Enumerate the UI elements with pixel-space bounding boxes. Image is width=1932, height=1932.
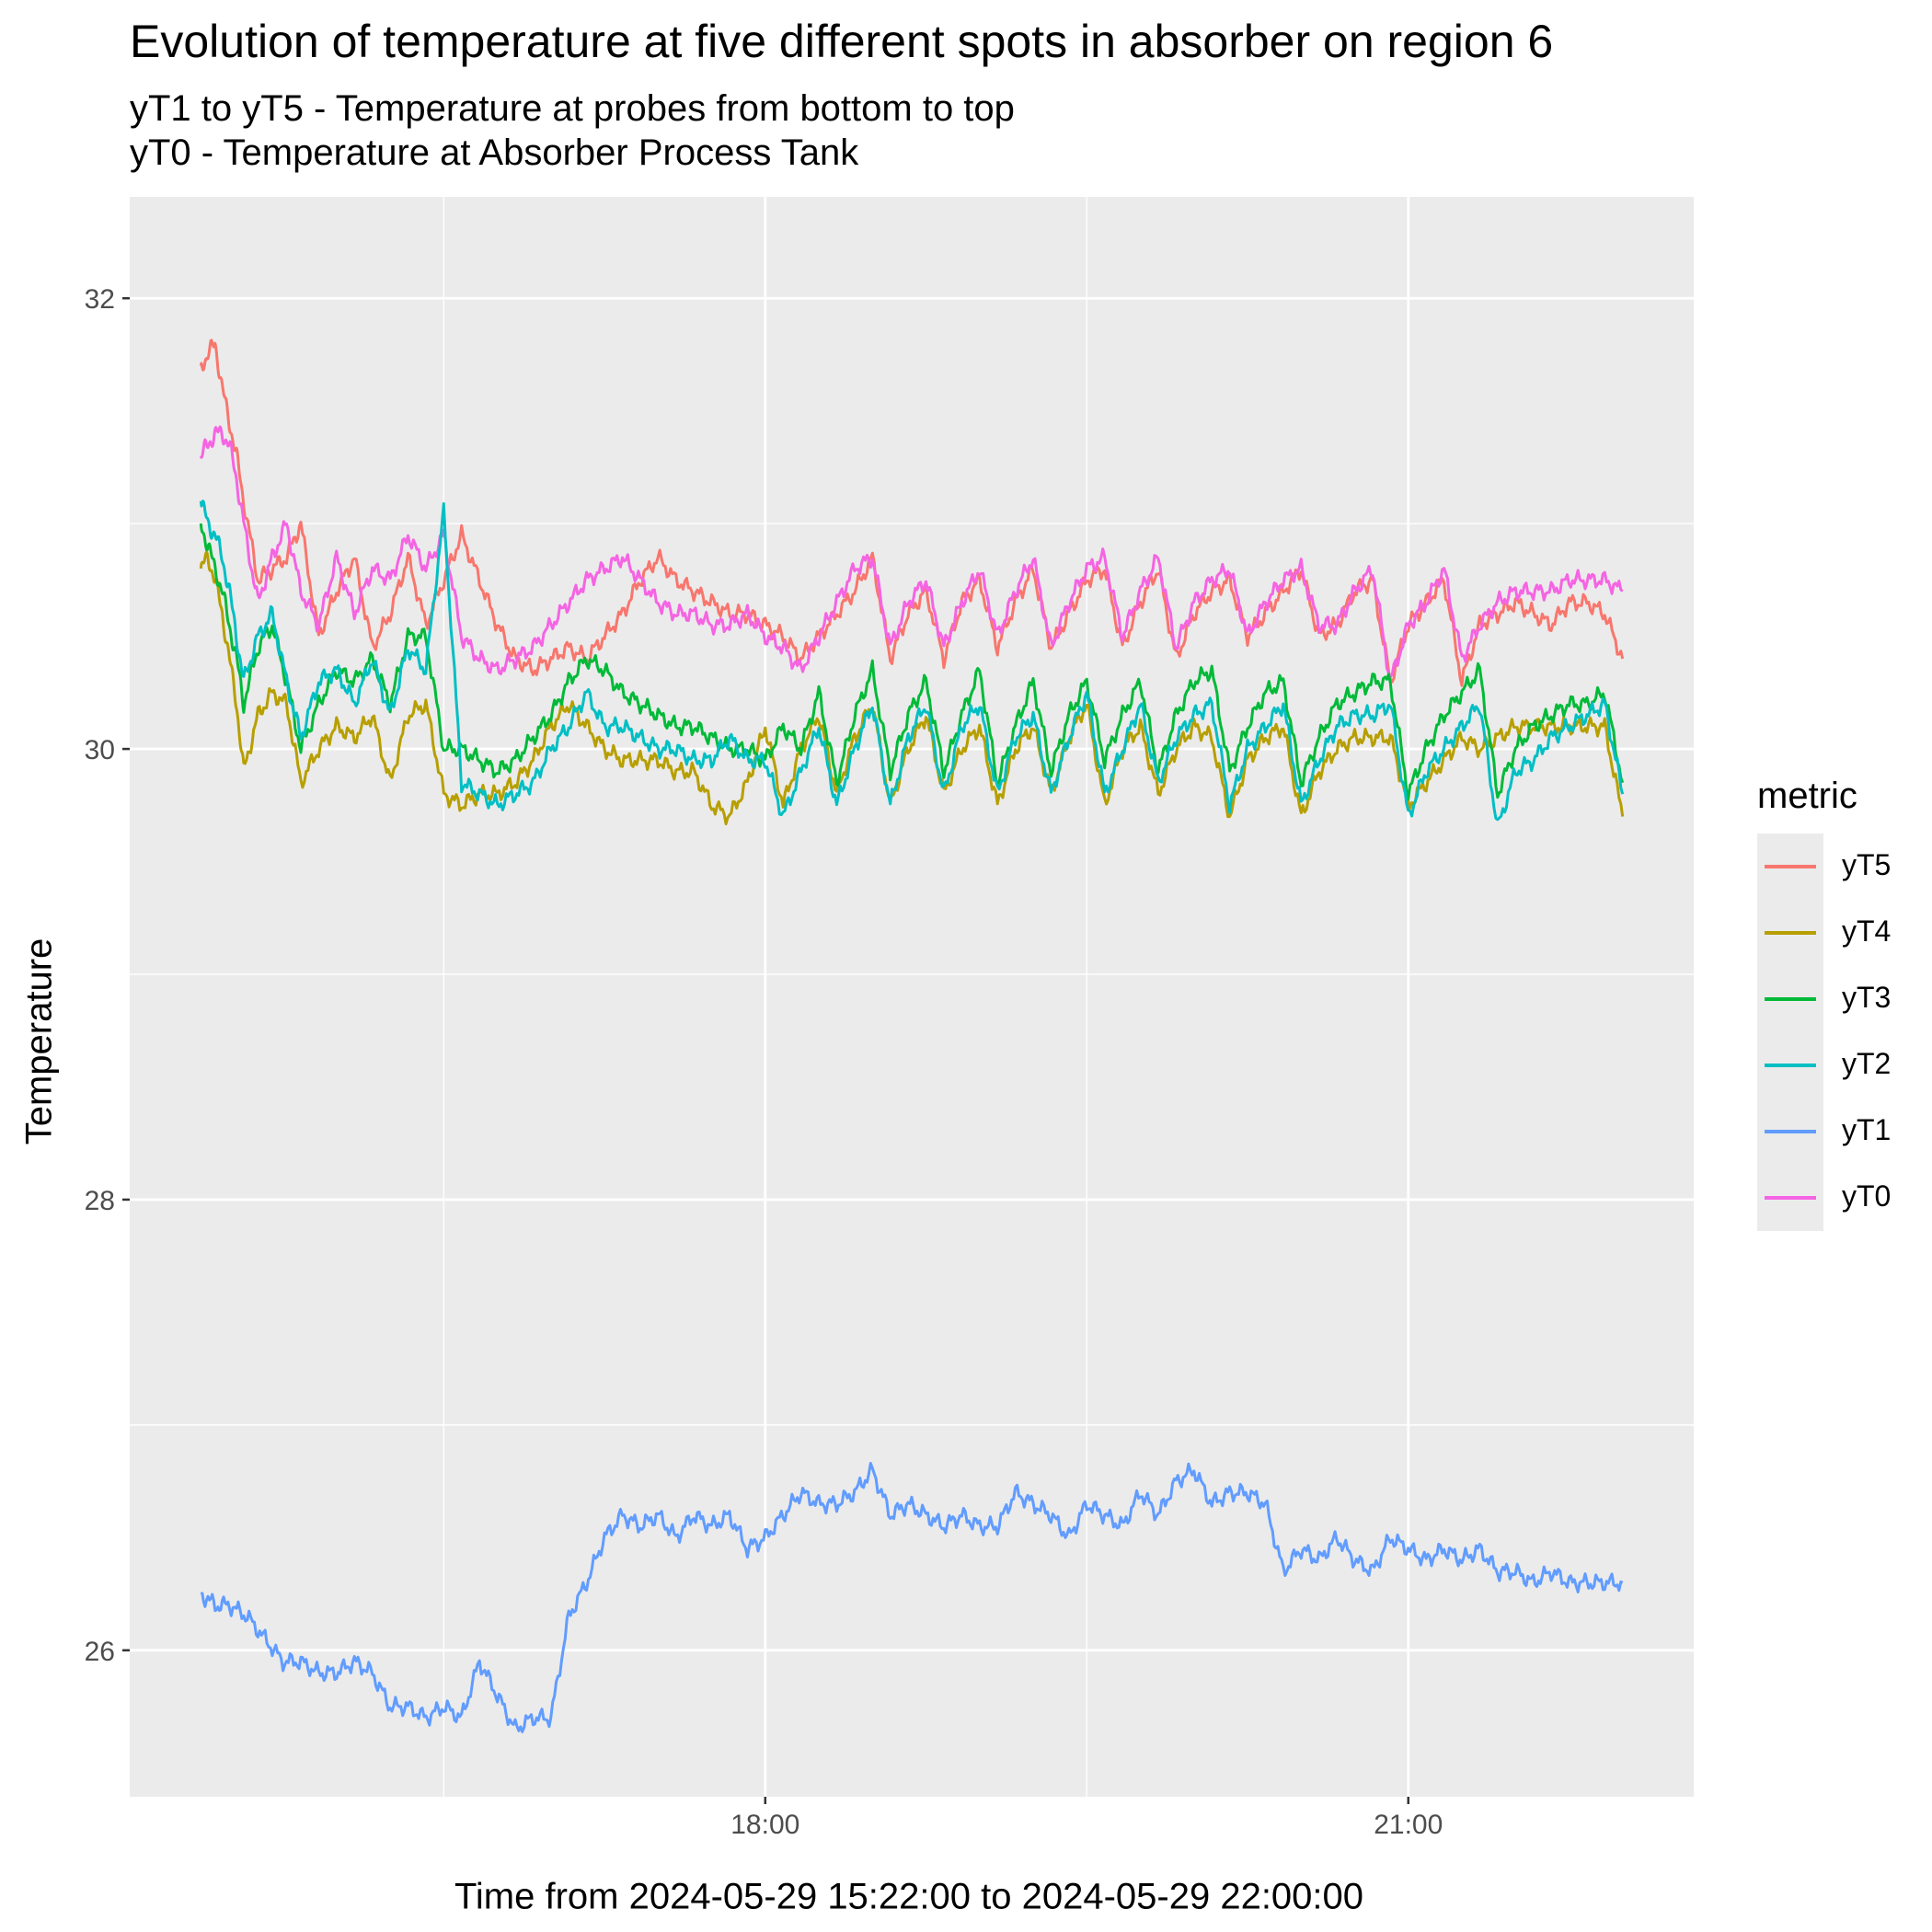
legend-key-line — [1765, 1130, 1816, 1133]
legend: metric yT5 yT4 yT3 yT2 yT1 yT0 — [1757, 776, 1891, 1231]
legend-label: yT2 — [1842, 1047, 1892, 1080]
chart-subtitle: yT1 to yT5 - Temperature at probes from … — [130, 86, 1015, 175]
legend-key-line — [1765, 865, 1816, 868]
subtitle-line-2: yT0 - Temperature at Absorber Process Ta… — [130, 132, 859, 173]
legend-item-yt2: yT2 — [1757, 1032, 1891, 1098]
series-line-yt2 — [199, 500, 1625, 822]
y-tick-label: 30 — [85, 735, 115, 765]
x-axis-label: Time from 2024-05-29 15:22:00 to 2024-05… — [454, 1876, 1364, 1917]
legend-item-yt5: yT5 — [1757, 834, 1891, 900]
series-line-yt3 — [199, 523, 1625, 801]
legend-label: yT4 — [1842, 914, 1892, 948]
legend-key-line — [1765, 1064, 1816, 1067]
legend-label: yT0 — [1842, 1179, 1892, 1213]
legend-label: yT3 — [1842, 981, 1892, 1014]
legend-keys: yT5 yT4 yT3 yT2 yT1 yT0 — [1757, 834, 1891, 1231]
x-tick-label: 21:00 — [1374, 1810, 1443, 1840]
legend-item-yt0: yT0 — [1757, 1165, 1891, 1231]
subtitle-line-1: yT1 to yT5 - Temperature at probes from … — [130, 88, 1015, 129]
legend-item-yt1: yT1 — [1757, 1098, 1891, 1165]
x-tick-label: 18:00 — [730, 1810, 799, 1840]
legend-item-yt3: yT3 — [1757, 966, 1891, 1032]
legend-label: yT5 — [1842, 848, 1892, 881]
series-line-yt1 — [200, 1462, 1624, 1733]
legend-key-line — [1765, 1196, 1816, 1200]
chart-title: Evolution of temperature at five differe… — [130, 16, 1554, 67]
y-axis-label: Temperature — [18, 937, 60, 1145]
y-tick-label: 32 — [85, 284, 115, 315]
legend-label: yT1 — [1842, 1113, 1892, 1146]
data-series — [199, 339, 1625, 1733]
y-tick-label: 26 — [85, 1637, 115, 1667]
plot-panel — [130, 197, 1694, 1797]
legend-item-yt4: yT4 — [1757, 900, 1891, 966]
axes: 26 28 30 32 18:00 21:00 — [85, 284, 1443, 1840]
legend-key-line — [1765, 997, 1816, 1001]
y-tick-label: 28 — [85, 1186, 115, 1216]
series-line-yt0 — [199, 425, 1624, 679]
legend-key-line — [1765, 931, 1816, 935]
legend-title: metric — [1757, 776, 1857, 816]
